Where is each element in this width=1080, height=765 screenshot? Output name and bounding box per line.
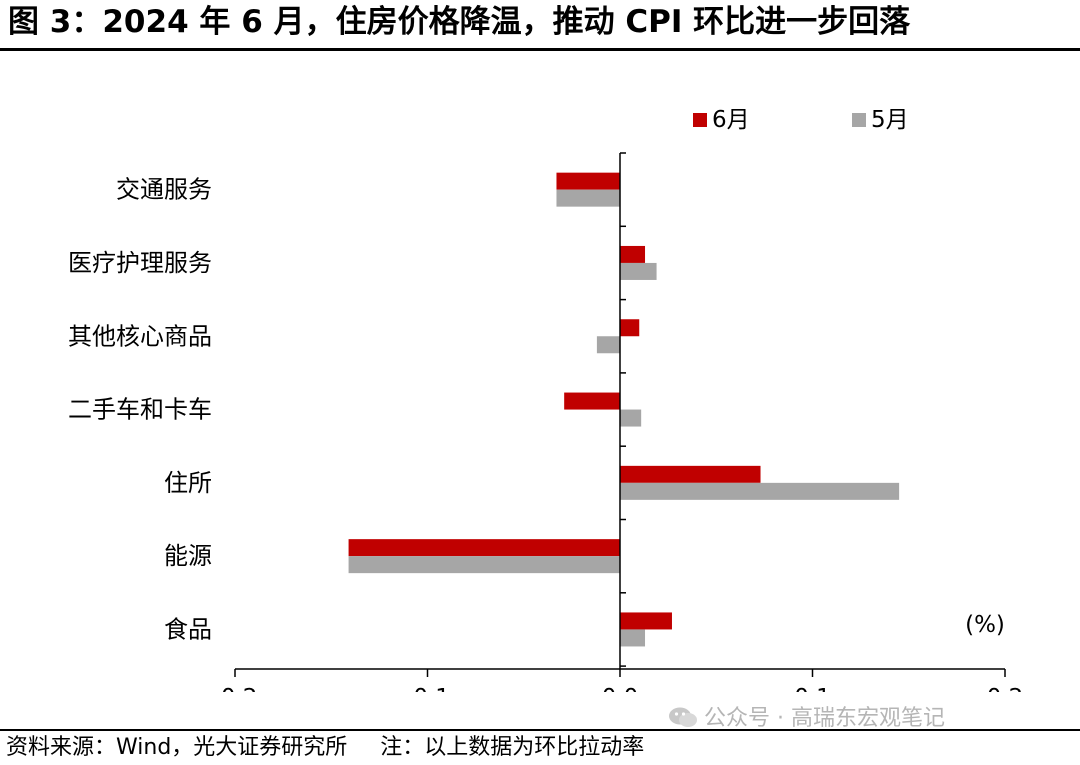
bar-june-4	[564, 392, 620, 410]
title-divider	[0, 48, 1080, 51]
legend-label-may: 5月	[871, 107, 909, 133]
bar-may-1	[556, 189, 620, 207]
x-tick-label: 0.1	[794, 685, 831, 692]
x-tick-label: 0.2	[987, 685, 1024, 692]
data-note: 注：以上数据为环比拉动率	[380, 735, 645, 760]
category-label: 二手车和卡车	[68, 396, 212, 424]
bar-may-6	[348, 556, 620, 574]
watermark: 公众号 · 高瑞东宏观笔记	[668, 700, 945, 732]
category-label: 住所	[164, 469, 212, 497]
bars	[348, 172, 900, 647]
bar-may-2	[620, 262, 657, 280]
category-label: 其他核心商品	[68, 322, 212, 350]
x-tick-label: 0.0	[602, 685, 639, 692]
bar-june-6	[348, 539, 620, 557]
x-tick-label: -0.2	[213, 685, 258, 692]
chart-title: 图 3：2024 年 6 月，住房价格降温，推动 CPI 环比进一步回落	[8, 4, 911, 40]
footer: 资料来源：Wind，光大证券研究所 注：以上数据为环比拉动率	[0, 729, 1080, 765]
bar-may-4	[620, 409, 642, 427]
axes: -0.2 -0.1 0.0 0.1 0.2	[213, 152, 1024, 692]
bar-june-3	[620, 319, 640, 337]
category-label: 食品	[164, 615, 212, 643]
wechat-icon	[669, 707, 697, 727]
bar-june-1	[556, 172, 620, 190]
category-label: 交通服务	[116, 176, 212, 204]
category-label: 医疗护理服务	[68, 249, 212, 277]
unit-label: (%)	[965, 612, 1005, 638]
source-note: 资料来源：Wind，光大证券研究所	[6, 735, 348, 760]
category-label: 能源	[164, 542, 212, 570]
bar-may-7	[620, 629, 646, 647]
legend-swatch-may	[852, 113, 866, 127]
bar-june-7	[620, 612, 672, 630]
legend-label-june: 6月	[712, 107, 750, 133]
watermark-text: 公众号 · 高瑞东宏观笔记	[704, 706, 945, 731]
bar-june-2	[620, 245, 646, 263]
bar-may-5	[620, 482, 900, 500]
legend-swatch-june	[693, 113, 707, 127]
legend: 6月 5月	[693, 107, 909, 133]
bar-may-3	[596, 336, 620, 354]
bar-june-5	[620, 465, 761, 483]
x-tick-label: -0.1	[405, 685, 450, 692]
